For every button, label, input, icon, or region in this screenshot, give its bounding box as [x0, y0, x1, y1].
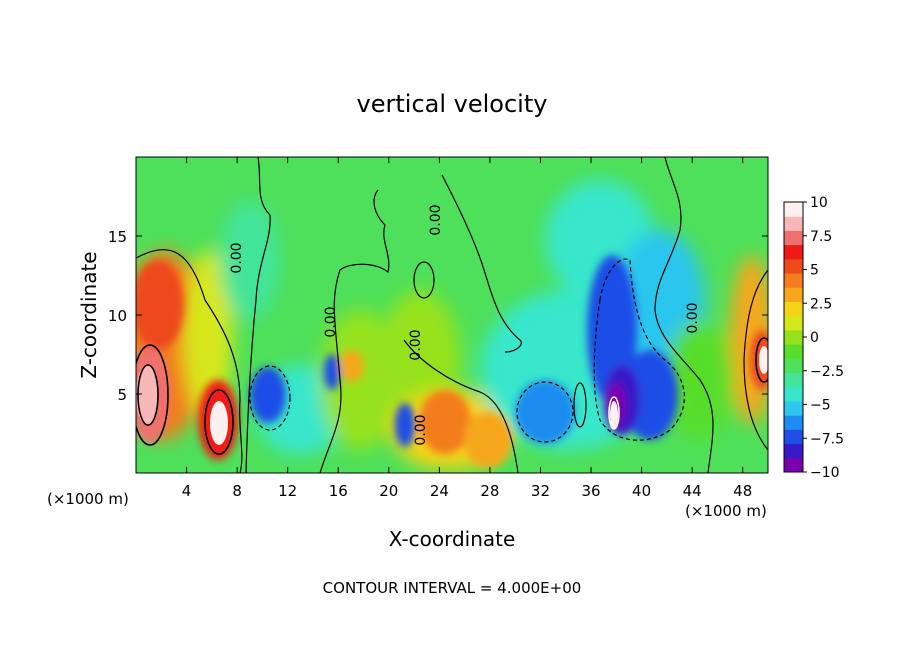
field-blob: [395, 403, 415, 447]
colorbar: 10 7.5 5 2.5 0 −2.5 −5 −7.5 −10: [783, 195, 844, 481]
colorbar-swatch: [784, 315, 803, 331]
field-core: [759, 346, 768, 374]
colorbar-label: 2.5: [810, 296, 832, 312]
x-axis: 4 8 12 16 20 24 28 32 36 40 44 48: [182, 157, 752, 500]
colorbar-swatch: [784, 344, 803, 359]
field-blob: [183, 250, 233, 420]
field-blob: [250, 367, 286, 423]
colorbar-swatch: [784, 415, 803, 430]
x-tick-label: 16: [329, 482, 348, 500]
field-core: [610, 401, 618, 429]
colorbar-swatch: [784, 457, 803, 473]
x-tick-label: 40: [632, 482, 651, 500]
x-tick-label: 8: [232, 482, 242, 500]
colorbar-swatch: [784, 216, 803, 231]
field-core: [136, 365, 158, 425]
zero-contour: [573, 382, 587, 428]
colorbar-label: −7.5: [810, 431, 844, 447]
x-axis-label: X-coordinate: [389, 527, 516, 551]
zero-contour: [403, 339, 519, 473]
field-blob: [340, 350, 364, 382]
x-tick-label: 4: [182, 482, 192, 500]
chart-title: vertical velocity: [357, 90, 548, 118]
zero-contour: [654, 157, 714, 473]
contour-label: 0.00: [428, 204, 444, 235]
colorbar-swatch: [784, 372, 803, 388]
plot-area: [136, 157, 768, 473]
negative-contour: [249, 365, 291, 431]
colorbar-label: −5: [810, 398, 831, 414]
zero-contour: [319, 189, 390, 473]
field-blob: [419, 390, 471, 454]
colorbar-swatch: [784, 258, 803, 274]
colorbar-swatch: [784, 301, 803, 317]
contour-label-layer: 0.00 0.00 0.00 0.00 0.00 0.00: [229, 204, 701, 445]
y-axis: 5 10 15: [108, 228, 768, 404]
x-tick-label: 32: [531, 482, 550, 500]
field-blob: [515, 380, 575, 444]
colorbar-swatch: [784, 429, 803, 445]
x-tick-label: 44: [683, 482, 702, 500]
positive-contour: [137, 364, 159, 426]
field-blob: [136, 260, 184, 350]
x-tick-label: 36: [581, 482, 600, 500]
contour-label: 0.00: [685, 302, 701, 333]
positive-contour: [755, 337, 768, 383]
contour-label: 0.00: [229, 242, 245, 273]
y-tick-label: 5: [117, 386, 127, 404]
x-axis-unit-left: (×1000 m): [47, 490, 129, 508]
y-tick-label: 15: [108, 228, 127, 246]
x-tick-label: 28: [480, 482, 499, 500]
positive-contour: [136, 344, 169, 446]
colorbar-swatch: [784, 287, 803, 302]
x-axis-unit-right: (×1000 m): [685, 502, 767, 520]
x-tick-label: 24: [430, 482, 449, 500]
contour-label: 0.00: [408, 329, 424, 360]
colorbar-swatch: [784, 230, 803, 246]
colorbar-swatch: [784, 386, 803, 402]
field-blob: [464, 412, 512, 468]
strong-positive-contour: [608, 396, 620, 430]
colorbar-label: 7.5: [810, 229, 832, 245]
field-blob: [320, 310, 400, 450]
colorbar-swatch: [784, 329, 803, 345]
field-blob: [324, 354, 340, 390]
y-tick-label: 10: [108, 307, 127, 325]
colorbar-swatch: [784, 202, 803, 217]
zero-contour: [743, 269, 768, 451]
positive-contour: [204, 389, 234, 455]
contour-label: 0.00: [413, 414, 429, 445]
contour-label: 0.00: [323, 306, 339, 337]
colorbar-swatch: [784, 273, 803, 288]
colorbar-swatch: [784, 244, 803, 260]
field-blob: [220, 200, 280, 320]
colorbar-label: 10: [810, 195, 828, 211]
colorbar-label: −10: [810, 465, 840, 481]
colorbar-swatch: [784, 400, 803, 416]
colorbar-label: 0: [810, 330, 819, 346]
field-core: [210, 401, 228, 445]
zero-contour: [136, 249, 243, 473]
zero-contour: [441, 174, 522, 353]
colorbar-swatch: [784, 358, 803, 374]
x-tick-label: 20: [379, 482, 398, 500]
contour-interval-footer: CONTOUR INTERVAL = 4.000E+00: [323, 579, 582, 597]
negative-contour: [516, 381, 574, 443]
y-axis-label: Z-coordinate: [77, 251, 101, 378]
colorbar-swatch: [784, 443, 803, 459]
colorbar-label: −2.5: [810, 364, 844, 380]
colorbar-label: 5: [810, 263, 819, 279]
zero-contour: [245, 157, 271, 473]
x-tick-label: 48: [733, 482, 752, 500]
zero-contour: [413, 261, 435, 299]
x-tick-label: 12: [278, 482, 297, 500]
